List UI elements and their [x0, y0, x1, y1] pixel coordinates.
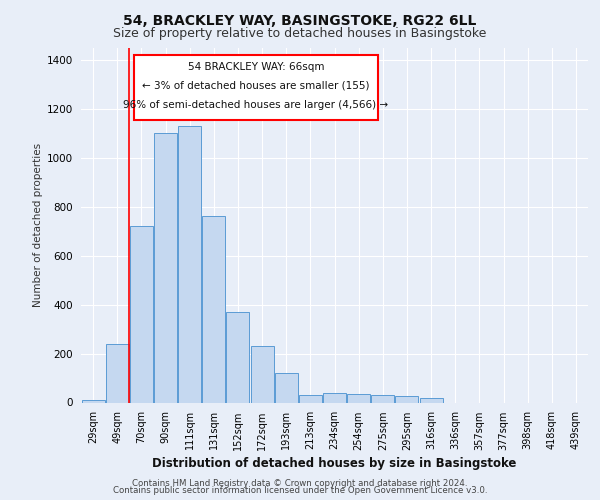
Bar: [299, 395, 322, 402]
Bar: [419, 398, 443, 402]
Text: Size of property relative to detached houses in Basingstoke: Size of property relative to detached ho…: [113, 28, 487, 40]
Text: 54 BRACKLEY WAY: 66sqm: 54 BRACKLEY WAY: 66sqm: [188, 62, 324, 72]
FancyBboxPatch shape: [134, 55, 378, 120]
Y-axis label: Number of detached properties: Number of detached properties: [33, 143, 43, 307]
Text: 54, BRACKLEY WAY, BASINGSTOKE, RG22 6LL: 54, BRACKLEY WAY, BASINGSTOKE, RG22 6LL: [124, 14, 476, 28]
Text: 96% of semi-detached houses are larger (4,566) →: 96% of semi-detached houses are larger (…: [124, 100, 389, 110]
Text: Contains HM Land Registry data © Crown copyright and database right 2024.: Contains HM Land Registry data © Crown c…: [132, 478, 468, 488]
Bar: [130, 226, 153, 402]
Bar: [82, 400, 104, 402]
Bar: [395, 396, 418, 402]
Bar: [275, 373, 298, 402]
Bar: [347, 394, 370, 402]
Bar: [154, 133, 177, 402]
Bar: [323, 392, 346, 402]
Bar: [106, 344, 128, 402]
Bar: [371, 395, 394, 402]
Text: Contains public sector information licensed under the Open Government Licence v3: Contains public sector information licen…: [113, 486, 487, 495]
Bar: [178, 126, 201, 402]
Bar: [202, 216, 225, 402]
Bar: [251, 346, 274, 403]
X-axis label: Distribution of detached houses by size in Basingstoke: Distribution of detached houses by size …: [152, 456, 517, 469]
Bar: [226, 312, 250, 402]
Text: ← 3% of detached houses are smaller (155): ← 3% of detached houses are smaller (155…: [142, 80, 370, 90]
